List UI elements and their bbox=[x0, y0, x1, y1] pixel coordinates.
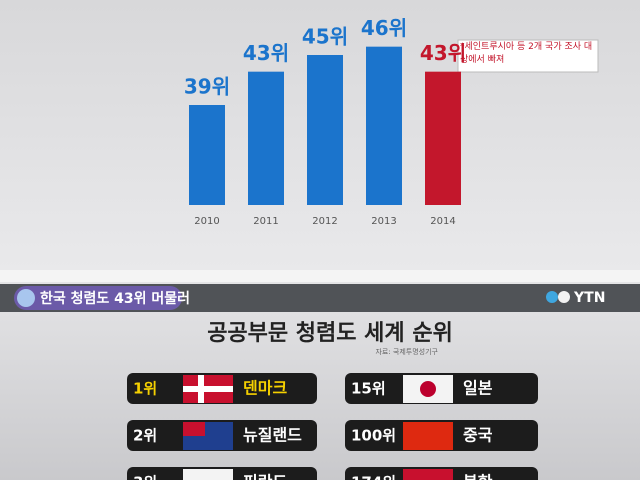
ticker-icon bbox=[17, 289, 35, 307]
ticker-text: 한국 청렴도 43위 머물러 bbox=[40, 291, 190, 307]
x-tick-label: 2010 bbox=[194, 216, 219, 227]
annotation: *세인트루시아 등 2개 국가 조사 대상에서 빠져 bbox=[460, 42, 593, 65]
bar bbox=[366, 46, 402, 205]
bar bbox=[248, 71, 284, 206]
value-label: 45위 bbox=[302, 25, 348, 49]
divider bbox=[0, 270, 640, 282]
logo-dot bbox=[558, 291, 570, 303]
value-label: 43위 bbox=[243, 41, 289, 65]
flag bbox=[183, 469, 233, 484]
panel-title: 공공부문 청렴도 세계 순위 bbox=[207, 321, 453, 346]
rank: 15위 bbox=[351, 380, 386, 398]
x-tick-label: 2013 bbox=[371, 216, 396, 227]
value-label: 43위 bbox=[420, 41, 466, 65]
flag bbox=[403, 469, 453, 484]
rank: 2위 bbox=[133, 427, 157, 445]
country: 덴마크 bbox=[243, 379, 287, 398]
ticker-pill bbox=[14, 286, 182, 310]
source: 자료: 국제투명성기구 bbox=[375, 347, 438, 356]
rank: 1위 bbox=[133, 380, 157, 398]
x-tick-label: 2014 bbox=[430, 216, 455, 227]
bar bbox=[425, 71, 461, 206]
x-tick-label: 2012 bbox=[312, 216, 337, 227]
country: 북한 bbox=[463, 473, 493, 481]
x-tick-label: 2011 bbox=[253, 216, 278, 227]
logo-dot bbox=[546, 291, 558, 303]
rank: 174위 bbox=[351, 474, 396, 481]
country: 일본 bbox=[463, 379, 493, 398]
bar bbox=[189, 105, 225, 205]
value-label: 46위 bbox=[361, 16, 407, 40]
annotation-box bbox=[457, 39, 599, 73]
bar bbox=[307, 55, 343, 205]
flag-cross bbox=[183, 386, 233, 392]
country: 핀란드 bbox=[243, 473, 287, 481]
value-label: 39위 bbox=[184, 75, 230, 99]
country: 뉴질랜드 bbox=[243, 426, 302, 445]
rank: 3위 bbox=[133, 474, 157, 481]
flag-canton bbox=[183, 422, 205, 436]
country: 중국 bbox=[463, 426, 493, 445]
flag bbox=[403, 422, 453, 450]
rank: 100위 bbox=[351, 427, 396, 445]
logo: YTN bbox=[573, 290, 605, 306]
flag-sun bbox=[420, 381, 436, 397]
annotation-wrap: *세인트루시아 등 2개 국가 조사 대상에서 빠져 bbox=[460, 42, 593, 65]
